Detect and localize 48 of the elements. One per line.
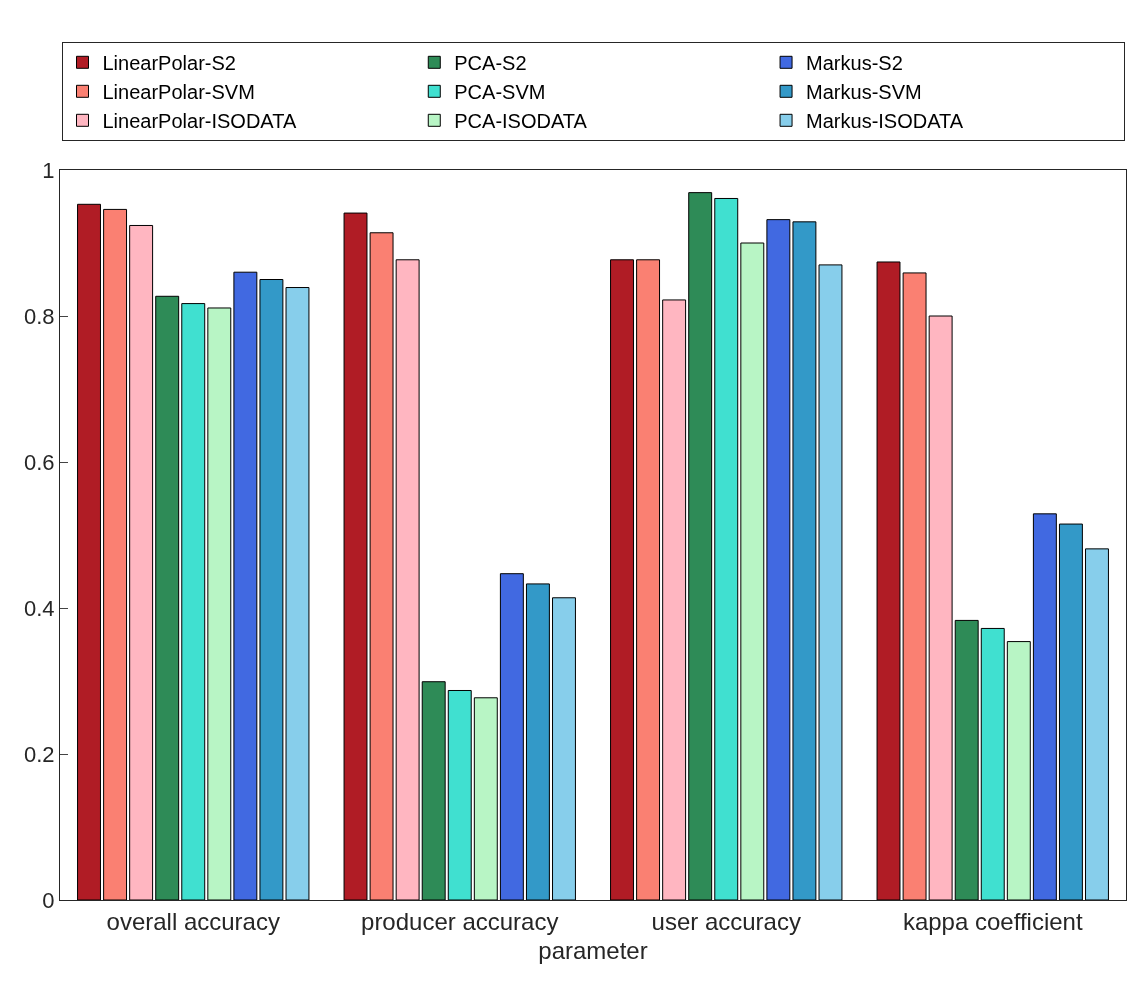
bar	[552, 597, 576, 900]
bar	[181, 303, 206, 900]
bar	[525, 583, 550, 900]
x-tick-label: kappa coefficient	[902, 907, 1083, 935]
y-tick-label: 0	[42, 887, 55, 913]
bar	[77, 203, 101, 900]
bar	[473, 697, 498, 900]
y-tick-label: 0.2	[24, 741, 55, 767]
x-axis-title: parameter	[538, 937, 648, 965]
x-tick-label: producer accuracy	[361, 907, 559, 935]
legend-label: LinearPolar-SVM	[102, 81, 255, 104]
bar	[1006, 641, 1031, 900]
y-tick-label: 0.4	[24, 595, 55, 621]
bar	[233, 271, 258, 900]
bar	[954, 619, 979, 900]
bar	[740, 242, 765, 900]
legend-label: Markus-SVM	[806, 81, 922, 104]
bar	[766, 219, 791, 900]
bar	[928, 315, 953, 900]
bar	[447, 689, 472, 900]
bar	[1058, 523, 1083, 900]
legend-label: Markus-S2	[806, 52, 903, 75]
y-tick-label: 1	[42, 157, 55, 183]
bar	[421, 681, 446, 900]
bar	[636, 259, 661, 900]
bar	[207, 307, 232, 900]
bar	[1085, 548, 1109, 900]
legend-label: LinearPolar-S2	[102, 52, 236, 75]
bar	[714, 197, 739, 900]
y-tick-label: 0.8	[24, 303, 55, 329]
bar	[499, 573, 524, 900]
y-tick-label: 0.6	[24, 449, 55, 475]
bar	[103, 208, 128, 900]
bar	[1032, 513, 1057, 900]
legend-label: PCA-ISODATA	[454, 110, 588, 133]
bar	[155, 295, 180, 900]
bar	[610, 259, 634, 900]
legend-label: LinearPolar-ISODATA	[102, 110, 297, 133]
bar	[129, 224, 154, 900]
bar	[662, 299, 687, 900]
legend-label: PCA-SVM	[454, 81, 546, 104]
legend-label: Markus-ISODATA	[806, 110, 964, 133]
x-tick-label: user accuracy	[651, 907, 801, 935]
bar	[395, 259, 420, 900]
bar	[688, 192, 713, 900]
legend-label: PCA-S2	[454, 52, 527, 75]
x-tick-label: overall accuracy	[106, 907, 280, 935]
bar	[980, 627, 1005, 900]
